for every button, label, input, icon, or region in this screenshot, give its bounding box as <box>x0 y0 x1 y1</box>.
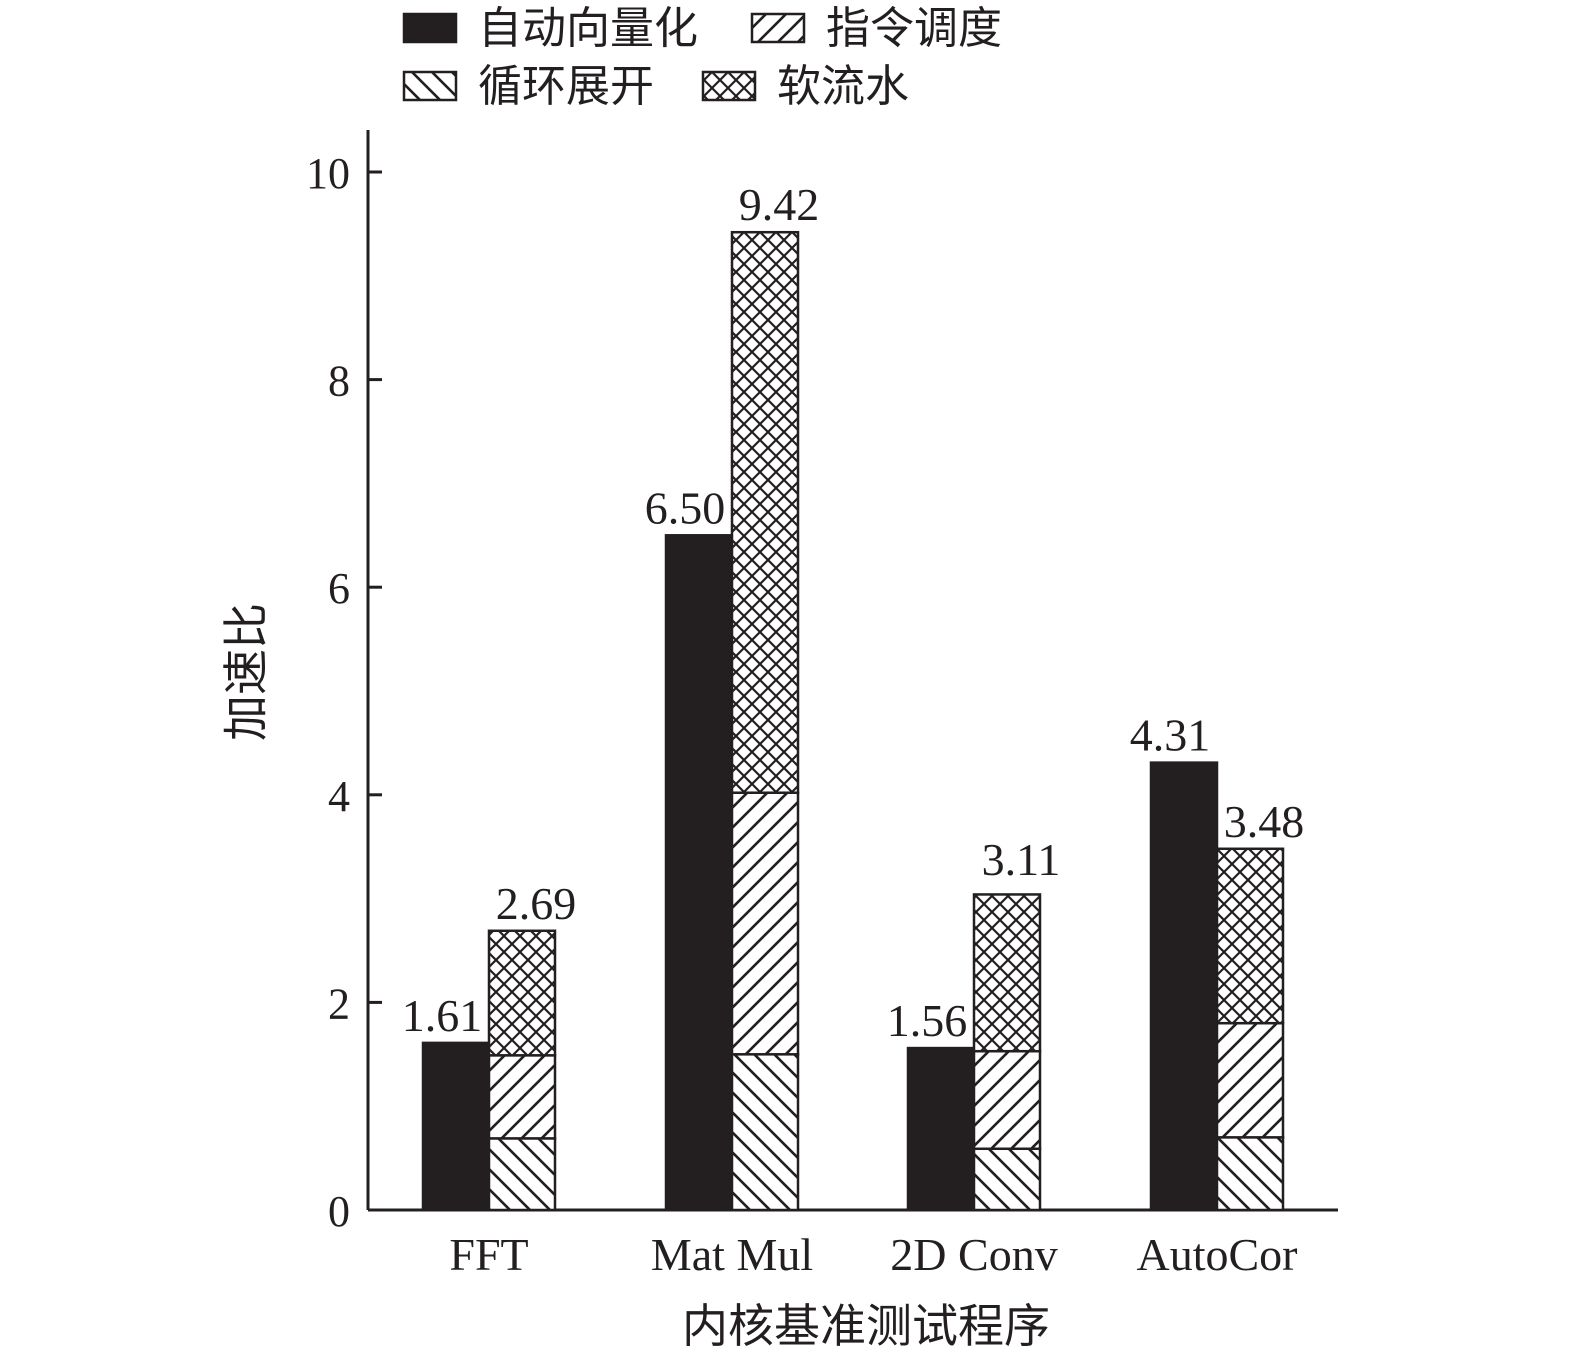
bar-segment-diagonal-up <box>1215 1021 1285 1139</box>
value-labels: 1.61 2.69 6.50 9.42 1.56 3.11 4.31 3.48 <box>402 179 1305 1046</box>
bar-segment-crosshatch <box>972 893 1042 1053</box>
bars <box>421 230 1285 1212</box>
legend-swatch-crosshatch <box>701 70 757 102</box>
legend-label: 指令调度 <box>826 3 1002 54</box>
stack-total-label: 2.69 <box>496 878 577 929</box>
bar-value-label: 1.56 <box>887 995 968 1046</box>
legend-swatch-diagonal-down <box>402 70 458 102</box>
bar-segment-crosshatch <box>730 230 800 794</box>
bar-auto-vectorization <box>1149 761 1219 1212</box>
bar-segment-diagonal-down <box>972 1147 1042 1212</box>
y-tick-label: 2 <box>328 979 350 1028</box>
bar-segment-diagonal-up <box>487 1054 557 1140</box>
y-tick-label: 10 <box>306 149 350 198</box>
category-label: AutoCor <box>1137 1229 1298 1280</box>
y-tick-label: 8 <box>328 357 350 406</box>
legend-swatch-solid <box>402 12 458 44</box>
category-label: 2D Conv <box>890 1229 1057 1280</box>
category-labels: FFT Mat Mul 2D Conv AutoCor <box>449 1229 1297 1280</box>
y-tick-label: 4 <box>328 772 350 821</box>
bar-segment-crosshatch <box>487 929 557 1057</box>
legend-swatch-diagonal-up <box>750 12 806 44</box>
y-axis-ticks: 0 2 4 6 8 10 <box>306 149 382 1236</box>
bar-auto-vectorization <box>906 1046 976 1212</box>
bar-segment-diagonal-up <box>972 1049 1042 1151</box>
y-tick-label: 0 <box>328 1187 350 1236</box>
category-label: Mat Mul <box>651 1229 813 1280</box>
stack-total-label: 3.48 <box>1224 796 1305 847</box>
bar-value-label: 6.50 <box>645 482 726 533</box>
legend-label: 自动向量化 <box>478 3 698 54</box>
bar-segment-diagonal-down <box>730 1053 800 1212</box>
stack-total-label: 3.11 <box>982 834 1061 885</box>
stack-total-label: 9.42 <box>739 179 820 230</box>
bar-segment-diagonal-down <box>1215 1136 1285 1212</box>
bar-auto-vectorization <box>664 534 734 1212</box>
bar-auto-vectorization <box>421 1041 491 1212</box>
category-label: FFT <box>449 1229 528 1280</box>
bar-value-label: 1.61 <box>402 990 483 1041</box>
bar-segment-diagonal-down <box>487 1137 557 1212</box>
bar-value-label: 4.31 <box>1130 710 1211 761</box>
legend-label: 软流水 <box>777 61 909 112</box>
bar-segment-crosshatch <box>1215 847 1285 1025</box>
y-tick-label: 6 <box>328 564 350 613</box>
legend-label: 循环展开 <box>478 61 654 112</box>
bar-segment-diagonal-up <box>730 791 800 1056</box>
x-axis-title: 内核基准测试程序 <box>682 1299 1050 1353</box>
y-axis-title: 加速比 <box>219 603 273 741</box>
